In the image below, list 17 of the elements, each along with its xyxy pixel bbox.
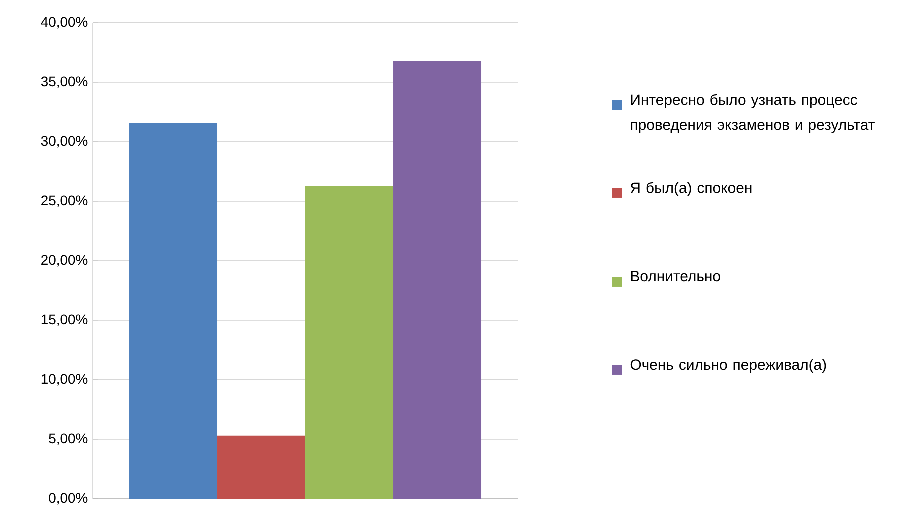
bar xyxy=(306,186,394,499)
bar xyxy=(394,61,482,499)
bar xyxy=(130,122,218,499)
y-tick-label: 35,00% xyxy=(41,76,88,88)
legend-label: Я был(а) спокоен xyxy=(630,182,752,196)
y-tick-label: 30,00% xyxy=(41,136,88,148)
y-tick-label: 40,00% xyxy=(41,17,88,29)
legend-label: Волнительно xyxy=(631,271,720,282)
y-tick-label: 15,00% xyxy=(42,314,88,326)
y-tick-label: 5,00% xyxy=(49,434,88,446)
legend-label: Очень сильно переживал(а) xyxy=(630,359,826,374)
legend-label: Интересно было узнать процесс проведения экзаменов и результат xyxy=(631,94,875,134)
y-tick-label: 20,00% xyxy=(42,255,88,267)
y-tick-label: 0,00% xyxy=(49,493,88,505)
y-tick-label: 25,00% xyxy=(42,196,88,208)
y-tick-label: 10,00% xyxy=(42,374,88,386)
bar xyxy=(218,436,306,499)
